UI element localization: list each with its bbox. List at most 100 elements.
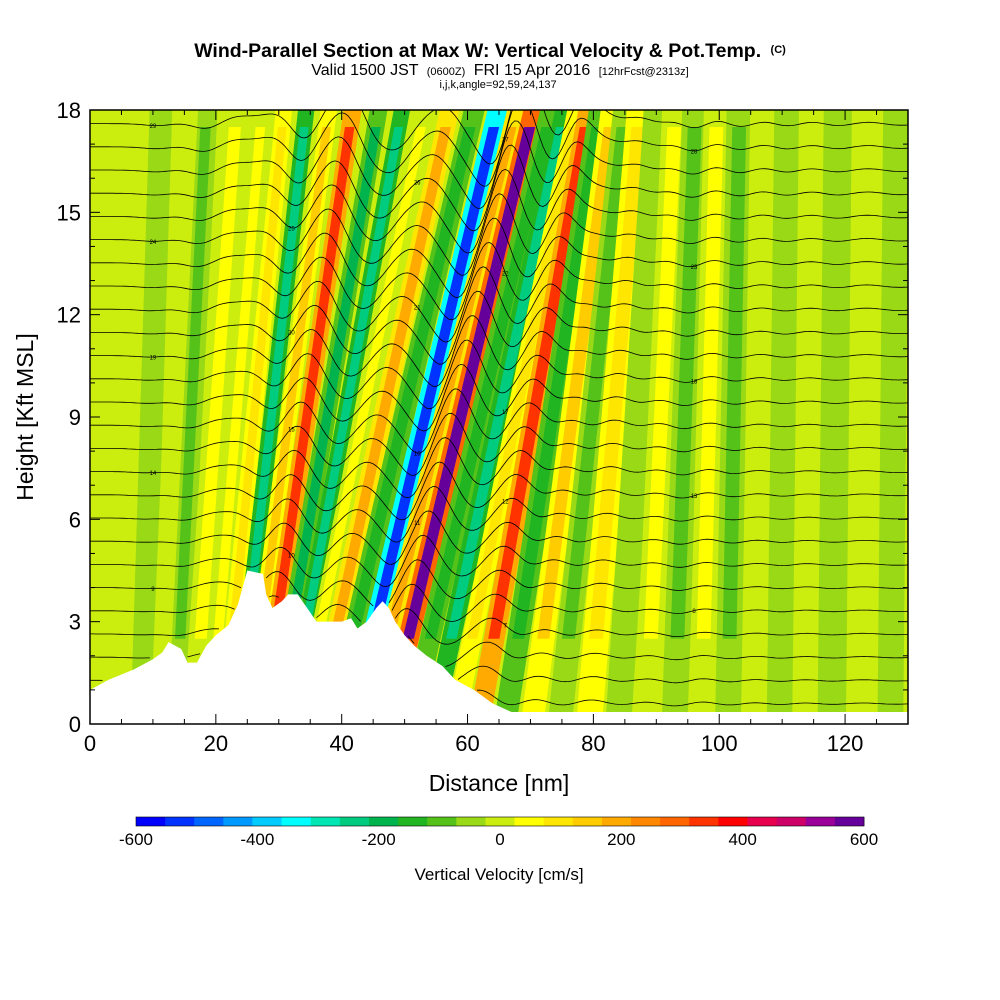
theta-contour-label: 24 xyxy=(150,240,157,246)
colorbar-swatch xyxy=(776,817,807,826)
colorbar-swatch xyxy=(485,817,515,826)
y-axis-label: Height [Kft MSL] xyxy=(12,333,38,500)
theta-contour xyxy=(90,412,908,476)
velocity-band-core xyxy=(589,127,646,639)
colorbar-swatch xyxy=(689,817,719,826)
colorbar-swatch xyxy=(398,817,428,826)
x-tick-label: 80 xyxy=(581,731,605,756)
axes: 0 20 40 60 80 100 120 0 3 6 9 12 15 18 xyxy=(57,98,909,756)
colorbar-swatch xyxy=(601,817,632,826)
colorbar-swatch xyxy=(136,817,166,826)
theta-contour-label: 20 xyxy=(288,331,295,337)
colorbar-swatch xyxy=(805,817,836,826)
velocity-band-core xyxy=(885,127,905,639)
velocity-band-core xyxy=(696,127,724,639)
colorbar-tick-label: -400 xyxy=(240,830,274,849)
theta-contour xyxy=(90,461,908,521)
velocity-band-core xyxy=(284,127,381,639)
theta-contour xyxy=(90,144,908,232)
theta-contour xyxy=(90,486,908,543)
colorbar-swatch xyxy=(165,817,195,826)
theta-contour-label: 22 xyxy=(502,271,509,277)
theta-contour-label: 10 xyxy=(288,553,295,559)
colorbar-swatch xyxy=(456,817,486,826)
theta-contour xyxy=(90,388,908,454)
theta-contour xyxy=(90,534,908,588)
theta-contour-label: 13 xyxy=(691,494,698,500)
velocity-band-core xyxy=(824,127,846,639)
colorbar-swatch xyxy=(368,817,399,826)
theta-contour-label: 18 xyxy=(691,380,698,386)
colorbar-tick-label: 200 xyxy=(607,830,635,849)
velocity-band-core xyxy=(194,127,241,639)
colorbar-swatch xyxy=(310,817,341,826)
y-tick-label: 18 xyxy=(57,98,81,123)
theta-contour-label: 15 xyxy=(288,427,295,433)
colorbar-swatch xyxy=(660,817,690,826)
theta-contour xyxy=(90,363,908,432)
theta-contour xyxy=(476,689,908,707)
x-tick-label: 0 xyxy=(84,731,96,756)
y-tick-label: 9 xyxy=(69,405,81,430)
velocity-band-core xyxy=(773,127,794,639)
contour-labels: 7 8 9 10 11 12 13 14 15 16 17 18 19 20 21 22 23 24 25 26 27 2… xyxy=(150,124,698,630)
title-copyright-mark: (C) xyxy=(771,44,787,56)
colorbar: -600 -400 -200 0 200 400 600 xyxy=(119,816,878,849)
colorbar-swatch xyxy=(631,817,661,826)
velocity-band-core xyxy=(854,127,877,639)
colorbar-swatch xyxy=(514,817,545,826)
plot-area xyxy=(90,110,908,724)
velocity-band-core xyxy=(329,127,451,639)
theta-contour xyxy=(90,608,908,645)
colorbar-swatch xyxy=(281,817,312,826)
velocity-band-core xyxy=(616,127,663,639)
y-tick-label: 15 xyxy=(57,200,81,225)
theta-contour-label: 25 xyxy=(288,226,295,232)
colorbar-swatch xyxy=(572,817,603,826)
velocity-band-core xyxy=(159,127,192,639)
y-tick-label: 6 xyxy=(69,507,81,532)
velocity-band-core xyxy=(670,127,702,639)
theta-contour-label: 29 xyxy=(150,124,157,130)
chart-subtitle-2: i,j,k,angle=92,59,24,137 xyxy=(439,79,556,91)
theta-contour xyxy=(90,193,908,276)
colorbar-tick-label: 400 xyxy=(728,830,756,849)
x-tick-label: 100 xyxy=(701,731,738,756)
colorbar-swatch xyxy=(747,817,778,826)
velocity-band-core xyxy=(722,127,747,639)
theta-contour-label: 14 xyxy=(150,471,157,477)
colorbar-swatch xyxy=(252,817,282,826)
velocity-band-core xyxy=(537,127,616,639)
theta-contour xyxy=(90,168,908,254)
theta-contour-label: 28 xyxy=(691,149,698,155)
theta-contour-label: 12 xyxy=(502,499,509,505)
velocity-band-core xyxy=(488,127,591,639)
colorbar-swatch xyxy=(339,817,370,826)
chart-subtitle: Valid 1500 JST (0600Z) FRI 15 Apr 2016 [… xyxy=(311,62,688,79)
x-tick-label: 20 xyxy=(204,731,228,756)
velocity-band-core xyxy=(367,127,500,639)
theta-contour-label: 26 xyxy=(414,181,421,187)
velocity-band-core xyxy=(255,127,331,639)
theta-contour xyxy=(90,635,908,667)
theta-contour xyxy=(90,242,908,321)
theta-contour xyxy=(90,315,908,387)
theta-contour xyxy=(90,437,908,499)
theta-contour-label: 16 xyxy=(414,452,421,458)
velocity-band-core xyxy=(446,127,567,639)
colorbar-tick-label: -600 xyxy=(119,830,153,849)
theta-contour-label: 21 xyxy=(414,306,421,312)
colorbar-swatch xyxy=(223,817,253,826)
colorbar-label: Vertical Velocity [cm/s] xyxy=(414,865,583,884)
potential-temperature-contours xyxy=(90,110,908,707)
y-tick-label: 0 xyxy=(69,712,81,737)
velocity-band-core xyxy=(175,127,211,639)
theta-contour-label: 7 xyxy=(504,624,508,630)
theta-contour-label: 11 xyxy=(414,521,421,527)
theta-contour xyxy=(90,110,908,165)
theta-contour-label: 9 xyxy=(151,587,155,593)
theta-contour-label: 17 xyxy=(502,410,509,416)
theta-contour xyxy=(90,559,908,607)
colorbar-swatch xyxy=(543,817,574,826)
